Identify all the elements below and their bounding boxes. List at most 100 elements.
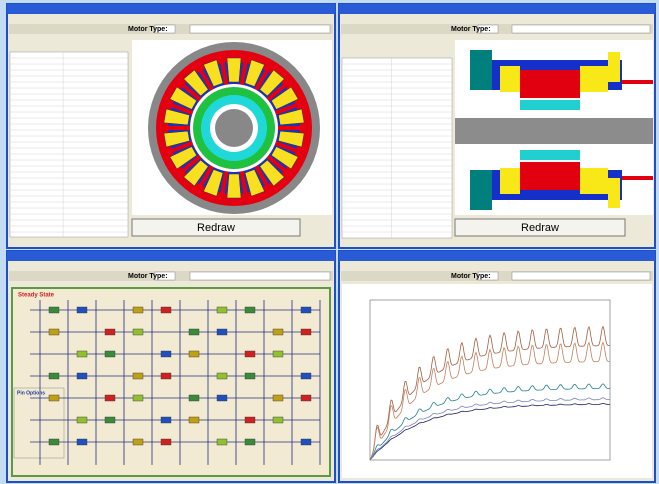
resistor [216,394,228,402]
motor-type-label: Motor Type: [451,273,491,280]
slot [169,86,197,110]
slot [169,146,197,170]
tooth [168,126,190,130]
resistor [160,372,172,380]
resistor [76,350,88,358]
motor-type-label: Motor Type: [128,26,168,33]
shaft [215,109,253,147]
resistor [104,416,116,424]
resistor [48,306,60,314]
slot [271,86,299,110]
tooth [239,62,248,86]
transient-curves [369,325,610,461]
motor-type-label: Motor Type: [128,273,168,280]
redraw-button[interactable] [131,218,301,237]
motor-type-label: Motor Type: [451,26,491,33]
resistor [300,328,312,336]
slot [278,108,305,126]
resistor [48,438,60,446]
resistor [48,394,60,402]
resistor [188,416,200,424]
slot [163,108,190,126]
resistor [76,438,88,446]
resistor [132,306,144,314]
tooth [274,141,297,153]
resistor [244,350,256,358]
resistor [300,306,312,314]
curve [369,325,610,461]
circuit-network [30,300,321,465]
resistor [216,306,228,314]
slot [226,57,242,83]
curve [369,383,610,461]
slot [278,130,305,148]
resistor [216,328,228,336]
resistor [188,350,200,358]
slot [203,169,224,197]
tooth [278,126,300,130]
slot [244,59,265,87]
redraw-button[interactable] [454,218,626,237]
panel-title: Steady State [18,293,55,299]
slot [163,130,190,148]
tooth [220,170,229,194]
resistor [160,350,172,358]
resistor [48,372,60,380]
tooth [220,62,229,86]
curve [369,397,610,461]
resistor [216,372,228,380]
curve [369,403,610,461]
tooth [254,165,269,187]
tooth [266,154,286,172]
resistor [104,328,116,336]
tooth [199,165,214,187]
resistor [300,372,312,380]
slot [183,69,209,97]
button-label: Redraw [197,222,235,234]
resistor [216,438,228,446]
resistor [244,438,256,446]
resistor [188,328,200,336]
transient-plot [369,299,611,461]
resistor [160,416,172,424]
slot [244,169,265,197]
slot [226,173,242,199]
resistor [76,416,88,424]
resistor [244,306,256,314]
resistor [104,394,116,402]
resistor [244,416,256,424]
slot [259,159,285,187]
resistor [272,328,284,336]
tooth [239,170,248,194]
slot [271,146,299,170]
toolbars [9,24,653,281]
resistor [160,438,172,446]
resistor [300,394,312,402]
resistor [76,306,88,314]
tooth [182,154,202,172]
tooth [274,103,297,115]
tooth [266,84,286,102]
tooth [171,141,194,153]
tooth [171,103,194,115]
resistor [132,394,144,402]
parameter-table [9,51,129,238]
slot [259,69,285,97]
curve [369,341,610,461]
resistor [132,328,144,336]
resistor [272,350,284,358]
axial-drawing [455,50,653,210]
tooth [182,84,202,102]
resistor [300,438,312,446]
resistor [244,372,256,380]
resistor [104,350,116,358]
slot [203,59,224,87]
tooth [254,69,269,91]
resistor [188,394,200,402]
resistor [132,372,144,380]
motor-cross-section [148,42,320,214]
resistor [132,438,144,446]
resistor [76,372,88,380]
